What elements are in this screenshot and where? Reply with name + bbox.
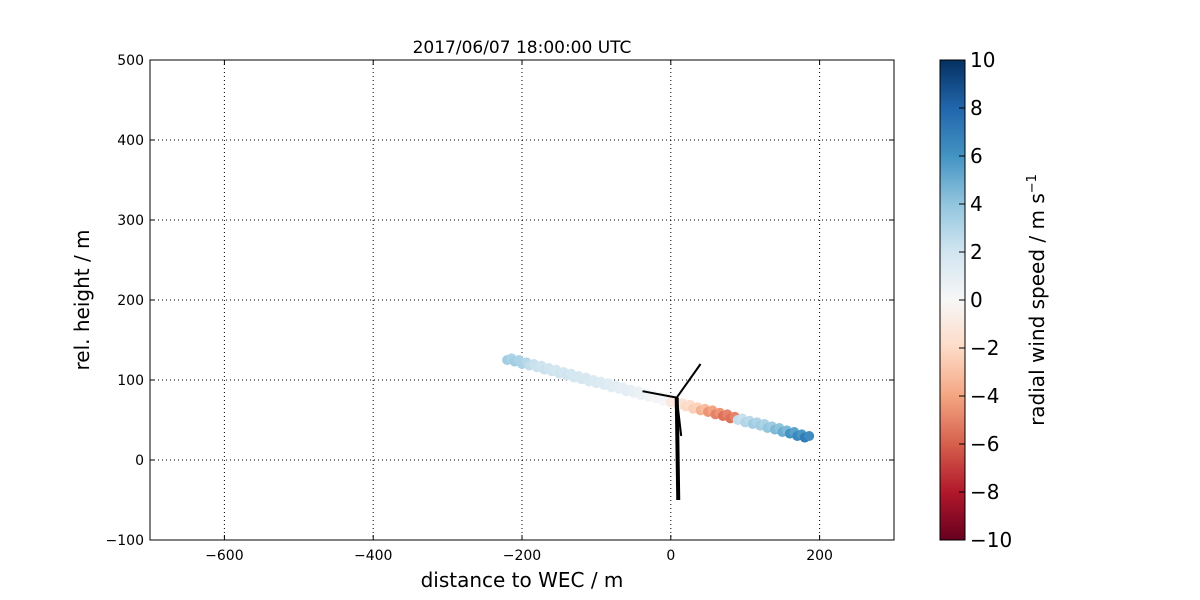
- colorbar-label-text: radial wind speed / m s: [1025, 193, 1049, 426]
- colorbar-tick-label: −8: [970, 480, 999, 504]
- colorbar-tick-label: −10: [970, 528, 1012, 552]
- colorbar-tick-label: 4: [970, 192, 983, 216]
- colorbar-tick-label: −4: [970, 384, 999, 408]
- grid: [150, 60, 894, 540]
- turbine-blade: [675, 397, 683, 437]
- colorbar-tick-label: 0: [970, 288, 983, 312]
- turbine-blade: [675, 363, 702, 399]
- colorbar-tick-label: −6: [970, 432, 999, 456]
- x-axis: −600 −400 −200 0 200: [205, 60, 833, 564]
- turbine-tower: [674, 397, 681, 501]
- colorbar-tick-label: −2: [970, 336, 999, 360]
- y-tick-label: 300: [117, 213, 144, 229]
- y-tick-label: 0: [135, 453, 144, 469]
- chart-title: 2017/06/07 18:00:00 UTC: [413, 38, 632, 58]
- colorbar-label: radial wind speed / m s−1: [1025, 174, 1049, 426]
- data-point: [804, 431, 815, 441]
- x-axis-label: distance to WEC / m: [421, 568, 624, 592]
- scatter-points: [502, 353, 815, 443]
- turbine-blade: [642, 390, 677, 399]
- x-tick-label: −200: [503, 548, 541, 564]
- colorbar-label-exponent: −1: [1025, 174, 1040, 193]
- y-axis: −100 0 100 200 300 400 500: [106, 53, 894, 549]
- colorbar-tick-label: 6: [970, 144, 983, 168]
- y-axis-label: rel. height / m: [70, 229, 94, 370]
- colorbar-tick-label: 10: [970, 48, 995, 72]
- y-tick-label: 200: [117, 293, 144, 309]
- y-tick-label: −100: [106, 533, 144, 549]
- x-tick-label: −600: [205, 548, 243, 564]
- colorbar-ticks: −10 −8 −6 −4 −2 0 2 4 6 8 10: [959, 48, 1012, 552]
- y-tick-label: 400: [117, 133, 144, 149]
- x-tick-label: 0: [666, 548, 675, 564]
- wind-turbine: [642, 363, 702, 501]
- x-tick-label: 200: [806, 548, 833, 564]
- y-tick-label: 500: [117, 53, 144, 69]
- x-tick-label: −400: [354, 548, 392, 564]
- y-tick-label: 100: [117, 373, 144, 389]
- colorbar-tick-label: 8: [970, 96, 983, 120]
- colorbar-tick-label: 2: [970, 240, 983, 264]
